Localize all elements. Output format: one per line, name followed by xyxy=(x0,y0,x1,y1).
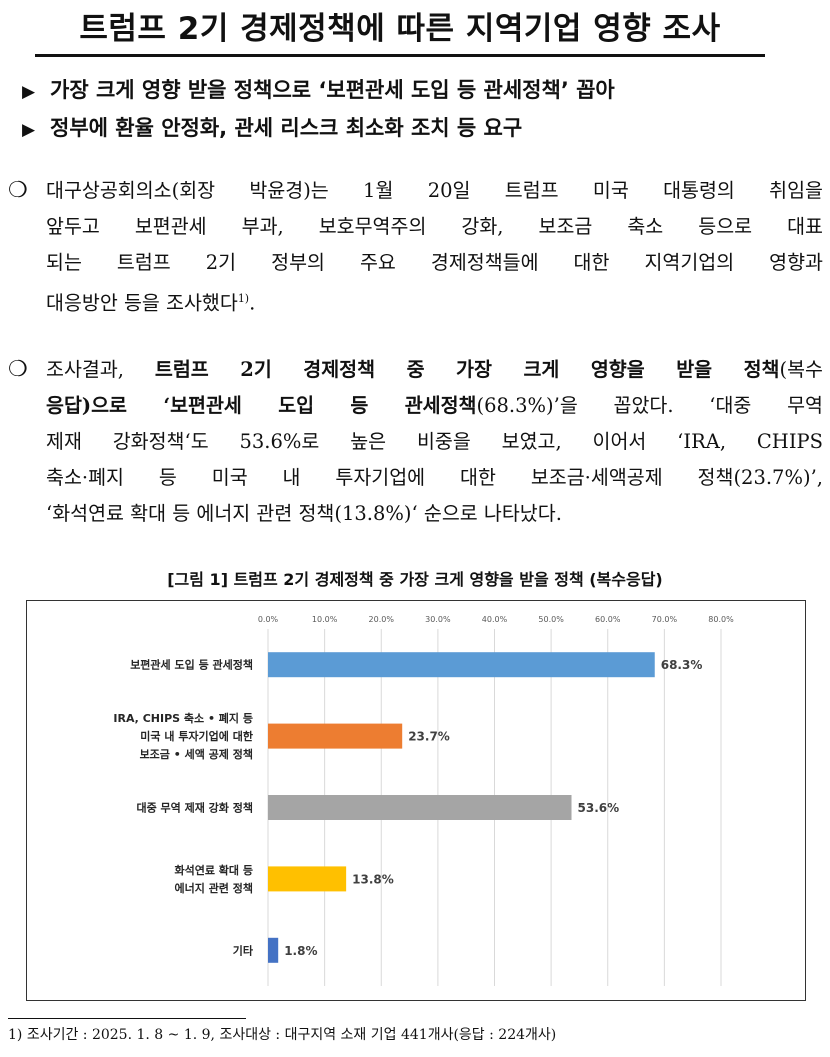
x-tick-label: 70.0% xyxy=(652,615,678,624)
bar-value-label: 13.8% xyxy=(352,872,394,886)
category-label: 보조금 • 세액 공제 정책 xyxy=(140,747,253,761)
bar xyxy=(268,795,572,820)
footnote-ref[interactable]: 1) xyxy=(237,292,250,305)
bar-value-label: 53.6% xyxy=(578,801,620,815)
triangle-bullet-icon: ▶ xyxy=(22,120,36,140)
bar xyxy=(268,723,403,749)
bar-value-label: 68.3% xyxy=(661,658,703,672)
paragraph-line: ‘화석연료 확대 등 에너지 관련 정책(13.8%)‘ 순으로 나타났다. xyxy=(46,502,562,525)
emphasis: 트럼프 2기 경제정책 중 가장 크게 영향을 받을 정책 xyxy=(154,358,780,381)
paragraph-1: ❍ 대구상공회의소(회장 박윤경)는 1월 20일 트럼프 미국 대통령의 취임… xyxy=(8,173,823,317)
category-label: 에너지 관련 정책 xyxy=(175,881,254,895)
bar xyxy=(268,866,347,892)
x-tick-label: 40.0% xyxy=(482,615,508,624)
summary-text: 정부에 환율 안정화, 관세 리스크 최소화 조치 등 요구 xyxy=(50,116,523,140)
category-label: IRA, CHIPS 축소 • 폐지 등 xyxy=(113,711,253,725)
emphasis: 응답)으로 ‘보편관세 도입 등 관세정책 xyxy=(46,394,477,417)
x-tick-label: 60.0% xyxy=(595,615,621,624)
x-tick-label: 0.0% xyxy=(258,615,279,624)
paragraph-line: 조사결과, 트럼프 2기 경제정책 중 가장 크게 영향을 받을 정책(복수 xyxy=(46,358,823,381)
paragraph-line: 대구상공회의소(회장 박윤경)는 1월 20일 트럼프 미국 대통령의 취임을 xyxy=(46,179,823,202)
figure-caption: [그림 1] 트럼프 2기 경제정책 중 가장 크게 영향을 받을 정책 (복수… xyxy=(167,570,663,589)
bar-value-label: 1.8% xyxy=(284,944,317,958)
x-tick-label: 10.0% xyxy=(312,615,338,624)
bar xyxy=(268,937,279,963)
circle-bullet-icon: ❍ xyxy=(8,178,28,203)
bar-chart-svg: 0.0% 10.0% 20.0% 30.0% 40.0% 50.0% 60.0% 70.0% 8… xyxy=(113,615,734,986)
category-label: 화석연료 확대 등 xyxy=(175,863,254,877)
category-label: 기타 xyxy=(233,943,254,957)
bar-chart: 0.0% 10.0% 20.0% 30.0% 40.0% 50.0% 60.0% 70.0% 8… xyxy=(26,600,806,1001)
paragraph-line: 되는 트럼프 2기 정부의 주요 경제정책들에 대한 지역기업의 영향과 xyxy=(46,251,823,274)
x-tick-label: 20.0% xyxy=(369,615,395,624)
footnote: 1) 조사기간 : 2025. 1. 8 ~ 1. 9, 조사대상 : 대구지역… xyxy=(8,1027,557,1043)
paragraph-line: 대응방안 등을 조사했다1). xyxy=(46,291,256,315)
x-tick-label: 30.0% xyxy=(425,615,451,624)
summary-text: 가장 크게 영향 받을 정책으로 ‘보편관세 도입 등 관세정책’ 꼽아 xyxy=(50,78,615,102)
paragraph-2: ❍ 조사결과, 트럼프 2기 경제정책 중 가장 크게 영향을 받을 정책(복수… xyxy=(8,352,823,532)
footnote-rule xyxy=(8,1018,246,1019)
x-tick-label: 80.0% xyxy=(708,615,734,624)
page-title: 트럼프 2기 경제정책에 따른 지역기업 영향 조사 xyxy=(35,6,765,57)
category-label: 보편관세 도입 등 관세정책 xyxy=(130,658,253,672)
summary-item: ▶ 정부에 환율 안정화, 관세 리스크 최소화 조치 등 요구 xyxy=(22,110,812,148)
paragraph-line: 제재 강화정책‘도 53.6%로 높은 비중을 보였고, 이어서 ‘IRA, C… xyxy=(46,430,823,453)
paragraph-line: 응답)으로 ‘보편관세 도입 등 관세정책(68.3%)’을 꼽았다. ‘대중 … xyxy=(46,394,823,417)
category-label: 미국 내 투자기업에 대한 xyxy=(140,729,253,743)
bar-value-label: 23.7% xyxy=(408,730,450,744)
summary-item: ▶ 가장 크게 영향 받을 정책으로 ‘보편관세 도입 등 관세정책’ 꼽아 xyxy=(22,72,812,110)
x-tick-label: 50.0% xyxy=(538,615,564,624)
triangle-bullet-icon: ▶ xyxy=(22,82,36,102)
circle-bullet-icon: ❍ xyxy=(8,357,28,382)
bar xyxy=(268,652,655,678)
paragraph-line: 앞두고 보편관세 부과, 보호무역주의 강화, 보조금 축소 등으로 대표 xyxy=(46,215,823,238)
paragraph-line: 축소·폐지 등 미국 내 투자기업에 대한 보조금·세액공제 정책(23.7%)… xyxy=(46,466,823,489)
category-label: 대중 무역 제재 강화 정책 xyxy=(136,801,253,815)
summary-bullets: ▶ 가장 크게 영향 받을 정책으로 ‘보편관세 도입 등 관세정책’ 꼽아 ▶ 정… xyxy=(22,72,812,148)
